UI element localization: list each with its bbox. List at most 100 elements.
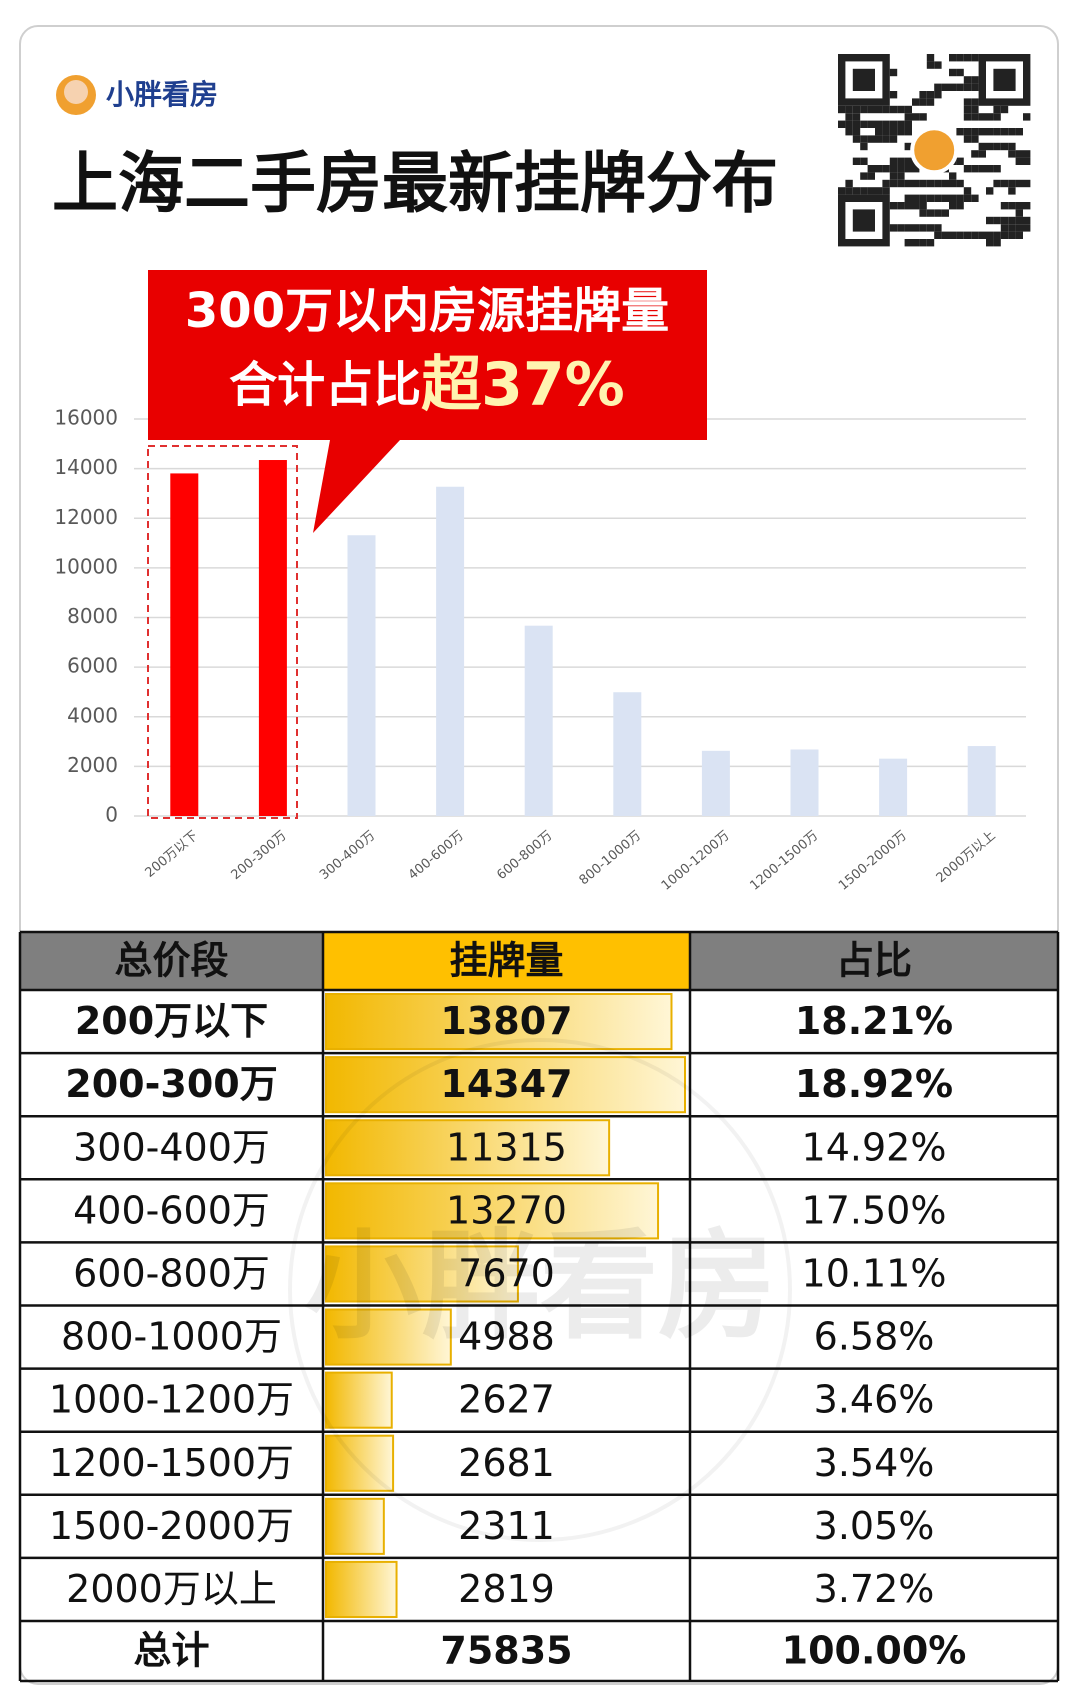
qr-cell [993, 179, 1001, 188]
qr-cell [949, 68, 957, 77]
qr-cell [875, 165, 883, 173]
table-cell: 3.54% [814, 1441, 935, 1485]
qr-cell [926, 224, 935, 232]
logo-face [64, 80, 88, 104]
table-cell: 10.11% [802, 1251, 947, 1295]
qr-cell [845, 179, 853, 188]
qr-cell [912, 194, 920, 202]
table-cell: 18.21% [795, 999, 953, 1043]
qr-cell [978, 142, 986, 151]
qr-cell [919, 209, 927, 217]
qr-cell [860, 142, 868, 151]
qr-cell [934, 209, 942, 217]
qr-cell [852, 113, 861, 121]
qr-cell [852, 120, 861, 128]
qr-cell [926, 179, 935, 188]
qr-cell [1015, 202, 1023, 210]
qr-cell [897, 224, 905, 232]
qr-cell [971, 113, 979, 121]
qr-cell [949, 179, 957, 188]
qr-cell [1008, 179, 1016, 188]
qr-cell [845, 128, 853, 136]
bar [701, 750, 730, 816]
table-bar [325, 1308, 452, 1366]
qr-cell [882, 187, 890, 195]
qr-cell [1015, 128, 1023, 136]
qr-cell [993, 165, 1001, 173]
qr-cell [971, 128, 979, 136]
qr-cell [993, 216, 1001, 225]
qr-cell [1000, 142, 1009, 151]
qr-cell [1000, 224, 1009, 232]
qr-cell [986, 165, 994, 173]
qr-cell [926, 61, 935, 69]
qr-cell [867, 165, 875, 173]
qr-cell [1000, 128, 1009, 136]
qr-cell [912, 224, 920, 232]
qr-cell [838, 105, 846, 114]
bar [879, 758, 908, 816]
qr-cell [971, 83, 979, 91]
bar [613, 692, 642, 816]
qr-cell [875, 187, 883, 195]
qr-cell [919, 194, 927, 202]
qr-cell [941, 231, 949, 239]
qr-cell [845, 120, 853, 128]
bar [967, 746, 996, 816]
qr-cell [889, 128, 898, 136]
table-cell: 2000万以上 [66, 1567, 277, 1611]
qr-cell [889, 202, 898, 210]
qr-cell [986, 142, 994, 151]
qr-cell [963, 113, 972, 121]
callout-line: 300万以内房源挂牌量 [185, 283, 669, 339]
qr-cell [963, 128, 972, 136]
qr-cell [971, 98, 979, 106]
qr-cell [912, 113, 920, 121]
qr-cell [1000, 202, 1009, 210]
total-cell: 总计 [133, 1629, 209, 1673]
qr-cell [882, 165, 890, 173]
qr-cell [1015, 150, 1023, 158]
qr-cell [889, 172, 898, 180]
qr-cell [904, 157, 912, 165]
qr-cell [897, 105, 905, 114]
y-tick-label: 4000 [67, 703, 118, 727]
qr-cell [852, 105, 861, 114]
qr-cell [1008, 128, 1016, 136]
qr-cell [852, 157, 861, 165]
qr-cell [919, 113, 927, 121]
bar [170, 473, 199, 816]
table-cell: 1200-1500万 [49, 1441, 294, 1485]
qr-cell [963, 83, 972, 91]
qr-cell [919, 179, 927, 188]
qr-cell [860, 172, 868, 180]
qr-cell [889, 224, 898, 232]
header-text: 总价段 [114, 939, 228, 983]
qr-cell [949, 83, 957, 91]
qr-cell [934, 179, 942, 188]
table-cell: 17.50% [802, 1188, 947, 1232]
qr-cell [934, 224, 942, 232]
qr-cell [971, 150, 979, 158]
bar [436, 486, 465, 816]
qr-cell [956, 68, 964, 77]
qr-cell [882, 135, 890, 143]
qr-cell [889, 105, 898, 114]
qr-cell [963, 194, 972, 202]
qr-cell [986, 113, 994, 121]
qr-cell [912, 239, 920, 247]
chart-title: 上海二手房最新挂牌分布 [52, 145, 778, 222]
qr-cell [934, 61, 942, 69]
qr-cell [993, 128, 1001, 136]
header-text: 占比 [836, 939, 912, 983]
qr-cell [1000, 231, 1009, 239]
y-tick-label: 12000 [54, 505, 118, 529]
qr-cell [1008, 231, 1016, 239]
table-cell: 300-400万 [73, 1125, 270, 1169]
qr-cell [919, 98, 927, 106]
qr-cell [949, 231, 957, 239]
qr-cell [912, 202, 920, 210]
qr-cell [852, 128, 861, 136]
qr-cell [1015, 216, 1023, 225]
